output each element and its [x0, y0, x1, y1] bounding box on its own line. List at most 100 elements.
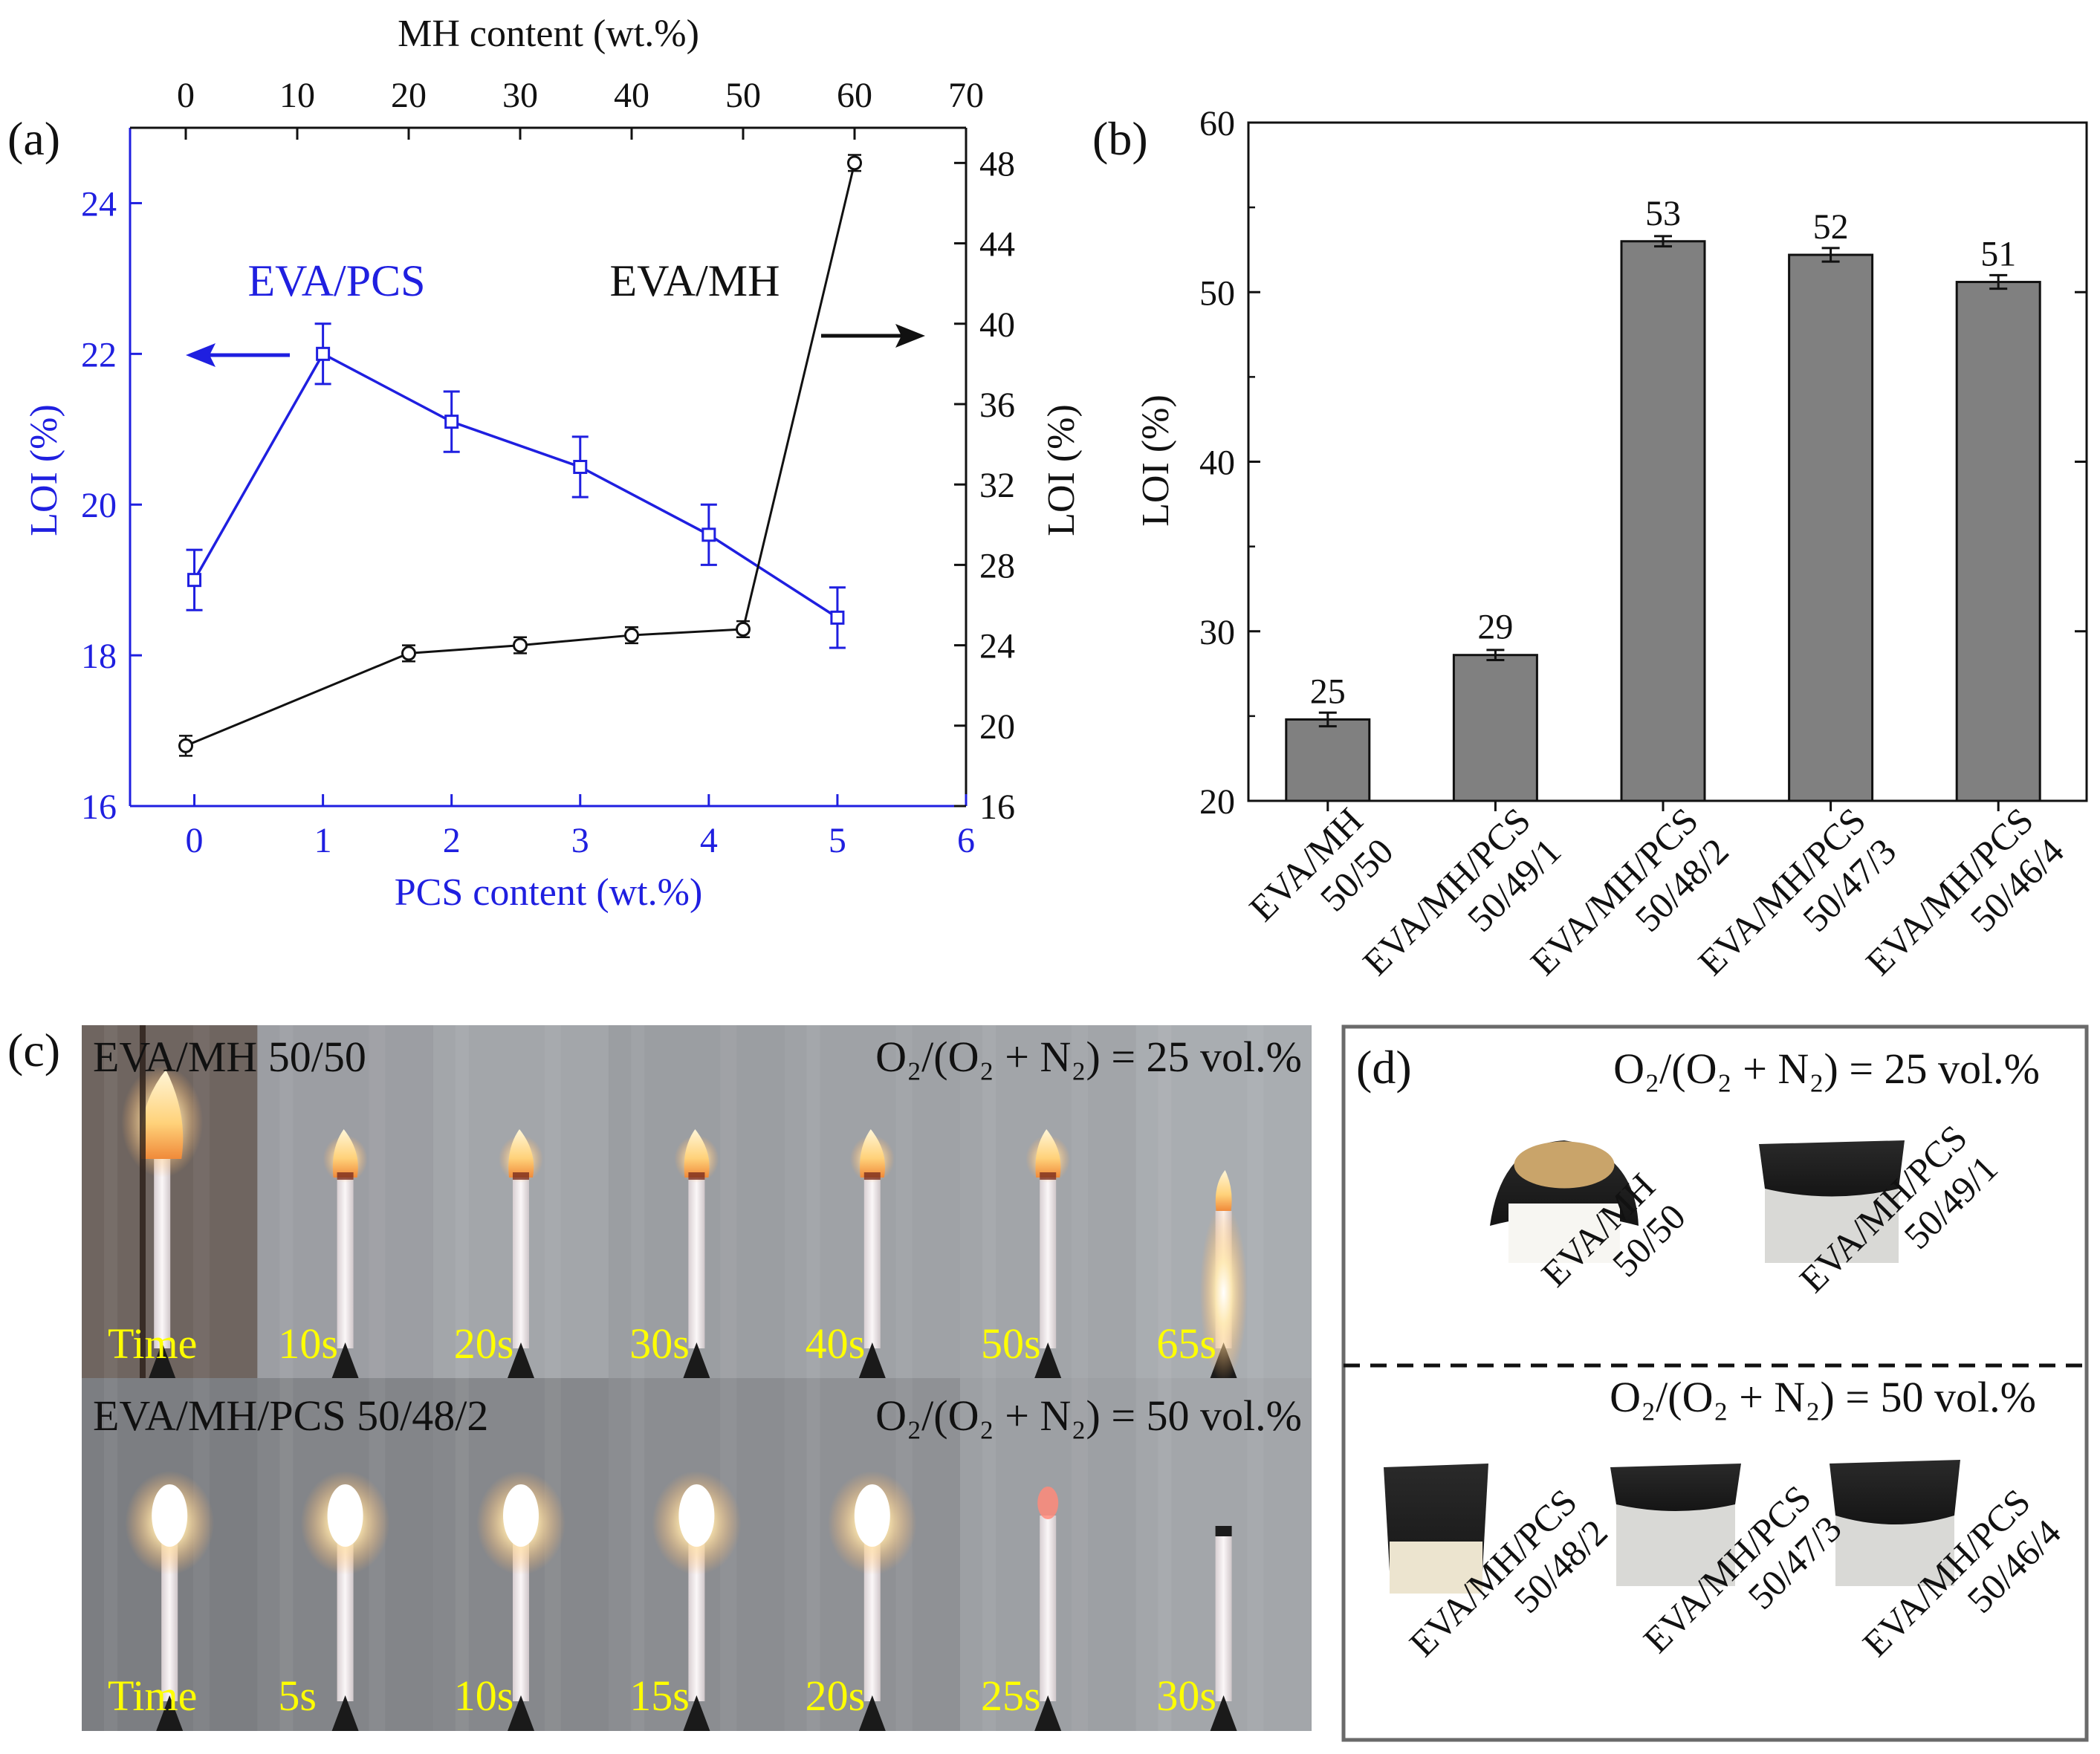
right-tick-label: 32 [979, 466, 1015, 505]
left-tick-label: 20 [81, 486, 117, 525]
left-loi-axis-title: LOI (%) [23, 404, 65, 536]
right-axis-arrow [821, 324, 925, 348]
specimen-holder [683, 1695, 710, 1731]
burn-line [863, 1172, 881, 1180]
eva-mh-point [736, 621, 751, 637]
photo-background-band [806, 1025, 820, 1378]
eva-mh-point [624, 628, 639, 643]
photo-background-band [455, 1378, 469, 1731]
time-label: 50s [981, 1319, 1041, 1368]
left-tick-label: 22 [81, 335, 117, 374]
right-tick-label: 16 [979, 787, 1015, 827]
photo-background-band [631, 1378, 645, 1731]
eva-mh-point [401, 646, 416, 661]
top-tick-label: 60 [837, 76, 872, 115]
right-tick-label: 36 [979, 386, 1015, 425]
photo-background-band [1158, 1378, 1172, 1731]
charred-tip [1215, 1526, 1232, 1536]
flame [1035, 1129, 1061, 1178]
bottom-tick-label: 5 [829, 821, 846, 860]
photo-background-band [1158, 1025, 1172, 1378]
row1-sample-title: EVA/MH 50/50 [93, 1033, 366, 1081]
flame-core [678, 1484, 715, 1547]
right-tick-label: 40 [979, 305, 1015, 345]
flame-core [152, 1484, 188, 1547]
bar-y-tick-label: 20 [1199, 782, 1235, 822]
specimen-holder [508, 1342, 534, 1378]
specimen-stick [337, 1174, 354, 1348]
eva-pcs-series-label: EVA/PCS [247, 256, 425, 305]
specimen-holder [1034, 1342, 1062, 1378]
bottom-tick-label: 2 [443, 821, 461, 860]
pcs-content-axis-title: PCS content (wt.%) [395, 871, 703, 914]
left-arrow-head [186, 343, 215, 367]
igniter-rod [140, 1025, 146, 1378]
specimen-holder [858, 1342, 886, 1378]
photo-background-band [806, 1378, 820, 1731]
bottom-tick-label: 3 [571, 821, 589, 860]
row2-sample-title: EVA/MH/PCS 50/48/2 [93, 1391, 488, 1440]
bar-y-tick-label: 30 [1199, 613, 1235, 652]
bar-y-tick-label: 40 [1199, 444, 1235, 483]
row2-oxygen-condition: O₂/(O₂ + N₂) = 50 vol.% [875, 1391, 1302, 1440]
time-label: 30s [629, 1319, 690, 1368]
eva-pcs-point [316, 346, 331, 361]
eva-mh-line [185, 162, 856, 747]
char-layer [1830, 1460, 1960, 1524]
flame [1215, 1170, 1232, 1211]
photo-background-band [895, 1025, 913, 1378]
photo-background-band [1247, 1025, 1264, 1378]
panel-b-label: (b) [1092, 112, 1148, 165]
top-tick-label: 50 [725, 76, 761, 115]
eva-pcs-point [573, 460, 588, 474]
time-label: 25s [981, 1672, 1041, 1720]
panel-a-line-chart: (a) MH content (wt.%) PCS content (wt.%)… [7, 13, 1083, 914]
right-tick-label: 48 [979, 144, 1015, 183]
flame [860, 1129, 885, 1178]
flame-core [503, 1484, 539, 1547]
panel-a-label: (a) [7, 112, 60, 165]
specimen-holder [331, 1342, 359, 1378]
char-layer [1759, 1140, 1905, 1197]
flame [140, 1070, 184, 1159]
right-tick-label: 24 [979, 627, 1015, 666]
specimen-holder [683, 1342, 710, 1378]
bar [1620, 240, 1706, 802]
row1-oxygen-condition: O₂/(O₂ + N₂) = 25 vol.% [875, 1033, 1302, 1081]
burn-line [688, 1172, 705, 1180]
photo-background-band [369, 1025, 386, 1378]
photo-background-band [982, 1025, 996, 1378]
bar-loi-axis-title: LOI (%) [1135, 394, 1177, 527]
residue-block-face [1390, 1542, 1482, 1594]
char-residue-tan [1514, 1141, 1615, 1189]
burn-line [513, 1172, 529, 1180]
specimen-stick [513, 1174, 529, 1348]
bar-value-label: 29 [1477, 608, 1513, 647]
panel-c-label: (c) [7, 1024, 60, 1076]
time-label: 20s [454, 1319, 514, 1368]
specimen-stick [863, 1174, 881, 1348]
left-tick-label: 18 [81, 637, 117, 676]
d-top-oxygen-condition: O₂/(O₂ + N₂) = 25 vol.% [1613, 1045, 2040, 1093]
time-label: 20s [806, 1672, 866, 1720]
specimen-stick [688, 1174, 705, 1348]
char-layer [1610, 1464, 1741, 1511]
flame-glow [1199, 1204, 1248, 1382]
panel-d-frame [1341, 1024, 2089, 1742]
specimen-stick [154, 1159, 171, 1348]
bottom-tick-label: 4 [700, 821, 718, 860]
bar-value-label: 53 [1645, 194, 1681, 233]
photo-background-band [631, 1025, 645, 1378]
time-label: Time [108, 1672, 197, 1720]
photo-background-band [279, 1025, 294, 1378]
photo-background-band [982, 1378, 996, 1731]
right-tick-label: 28 [979, 546, 1015, 585]
eva-pcs-point [701, 527, 716, 542]
photo-background-band [544, 1025, 561, 1378]
mh-content-axis-title: MH content (wt.%) [398, 13, 699, 55]
right-arrow-head [895, 324, 925, 348]
